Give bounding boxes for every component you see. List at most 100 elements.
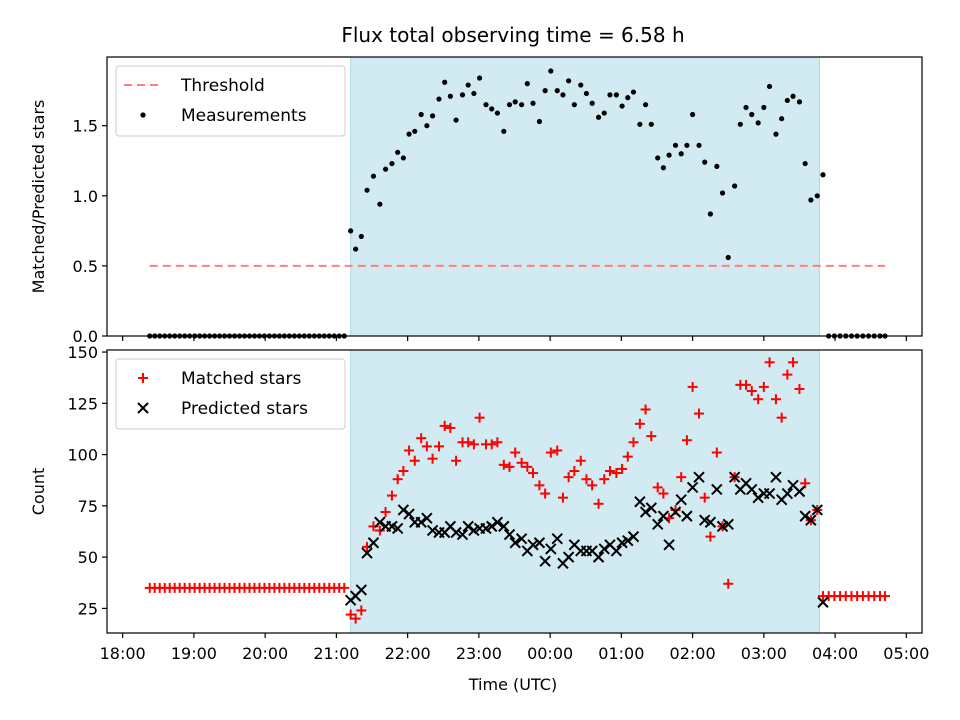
count-point-2-27 xyxy=(503,528,516,541)
count-point-2-62 xyxy=(711,483,723,496)
count-point-2-72 xyxy=(770,471,782,483)
count-point-2-67-b xyxy=(740,477,752,490)
count-ytick-label-0: 25 xyxy=(78,599,98,618)
count-point-2-4-b xyxy=(367,537,380,549)
ratio-point-1-57 xyxy=(447,93,453,99)
ratio-point-1-105 xyxy=(732,183,738,189)
count-point-1-65 xyxy=(492,437,503,448)
count-point-2-57-b xyxy=(681,510,693,522)
ratio-point-1-64 xyxy=(489,106,495,112)
count-point-2-26-b xyxy=(498,520,510,533)
count-point-2-32-b xyxy=(533,537,546,549)
count-point-2-58 xyxy=(686,481,699,494)
count-point-1-55 xyxy=(433,441,444,452)
count-point-1-84 xyxy=(604,465,615,476)
count-point-2-38-b xyxy=(568,539,581,551)
count-point-2-69-b xyxy=(752,491,764,504)
count-point-2-50-b xyxy=(639,506,652,518)
count-point-2-14 xyxy=(426,524,439,537)
ratio-ytick-label-1: 0.5 xyxy=(73,257,98,276)
count-point-1-49 xyxy=(398,465,409,476)
count-point-1-88 xyxy=(628,437,639,448)
count-point-2-44-b xyxy=(604,539,616,551)
count-point-2-56-b xyxy=(675,493,687,506)
ratio-point-1-117 xyxy=(802,160,808,167)
count-point-2-35 xyxy=(551,532,563,545)
count-point-1-66 xyxy=(498,459,509,470)
ratio-axes-frame xyxy=(106,56,923,337)
count-point-1-60 xyxy=(463,437,474,448)
ratio-point-1-78 xyxy=(571,102,577,108)
count-point-1-100 xyxy=(699,492,710,503)
count-point-1-41 xyxy=(350,613,361,624)
count-point-2-69 xyxy=(752,491,764,504)
xtick-label-9: 03:00 xyxy=(741,644,787,663)
xtick-label-11: 05:00 xyxy=(883,644,929,663)
count-point-1-104 xyxy=(723,578,734,589)
xtick-label-8: 02:00 xyxy=(670,644,716,663)
count-point-2-9-b xyxy=(397,504,410,516)
ratio-point-1-109 xyxy=(755,120,761,126)
count-ytick-label-3: 100 xyxy=(67,446,98,465)
ratio-point-1-114 xyxy=(784,97,790,104)
ratio-point-1-71 xyxy=(530,100,536,106)
count-point-2-60-b xyxy=(699,514,711,526)
count-point-1-108 xyxy=(746,386,757,397)
count-point-2-80 xyxy=(817,596,829,608)
count-point-2-29-b xyxy=(515,532,528,545)
count-point-1-86 xyxy=(617,463,628,474)
count-point-2-45-b xyxy=(610,545,623,557)
count-point-2-45 xyxy=(610,545,623,557)
count-point-1-50 xyxy=(404,445,415,456)
count-point-2-48-b xyxy=(627,530,640,543)
ratio-point-1-67 xyxy=(506,102,513,108)
ratio-point-1-94 xyxy=(666,152,672,158)
count-point-2-28 xyxy=(509,537,521,549)
count-point-1-98 xyxy=(687,381,698,392)
ratio-point-1-102 xyxy=(714,163,720,169)
ratio-point-1-85 xyxy=(613,92,619,98)
count-point-2-57 xyxy=(681,510,693,522)
count-point-2-29 xyxy=(515,532,528,545)
count-point-2-2-b xyxy=(355,584,368,596)
count-point-2-55 xyxy=(669,506,682,518)
count-point-2-28-b xyxy=(509,537,521,549)
ratio-legend-label-0: Threshold xyxy=(180,76,265,96)
ratio-legend-box xyxy=(115,65,346,137)
ratio-point-1-55 xyxy=(436,96,442,102)
count-point-2-50 xyxy=(639,506,652,518)
count-point-1-71 xyxy=(528,468,539,479)
count-point-1-107 xyxy=(741,379,752,390)
ratio-point-1-80 xyxy=(583,90,590,97)
count-point-2-5-b xyxy=(374,516,386,528)
count-ytick-label-2: 75 xyxy=(78,497,98,516)
count-point-1-97 xyxy=(681,435,692,446)
ratio-point-1-98 xyxy=(690,111,696,118)
count-y-axis-label: Count xyxy=(29,468,48,516)
ratio-point-1-54 xyxy=(429,113,436,119)
ratio-point-1-42 xyxy=(358,233,364,240)
count-legend-box xyxy=(115,358,346,430)
ratio-point-1-44 xyxy=(370,173,377,179)
count-point-2-71 xyxy=(763,487,776,500)
ratio-point-1-119 xyxy=(814,193,820,199)
count-panel: 25 50 75 100 125 150 Count 18:00 19:00 20:00 21:00… xyxy=(29,343,929,663)
count-point-1-67 xyxy=(504,461,515,472)
count-point-1-91 xyxy=(646,431,657,442)
count-point-2-47-b xyxy=(622,535,634,547)
count-point-1-61 xyxy=(468,439,479,450)
ratio-panel: 0.0 0.5 1.0 1.5 Matched/Predicted stars Thres… xyxy=(29,56,923,346)
count-point-2-33-b xyxy=(539,555,551,567)
count-point-1-93 xyxy=(658,488,669,499)
ratio-point-1-100 xyxy=(702,159,708,165)
count-point-1-48 xyxy=(392,474,403,485)
ratio-point-1-96 xyxy=(678,151,684,157)
count-point-2-53 xyxy=(657,510,670,522)
ratio-point-1-108 xyxy=(749,111,755,118)
ratio-point-1-107 xyxy=(743,104,749,111)
count-point-2-18 xyxy=(450,526,462,539)
count-point-1-42 xyxy=(356,605,367,616)
ratio-point-1-93 xyxy=(660,165,666,171)
count-point-2-65 xyxy=(728,471,741,483)
